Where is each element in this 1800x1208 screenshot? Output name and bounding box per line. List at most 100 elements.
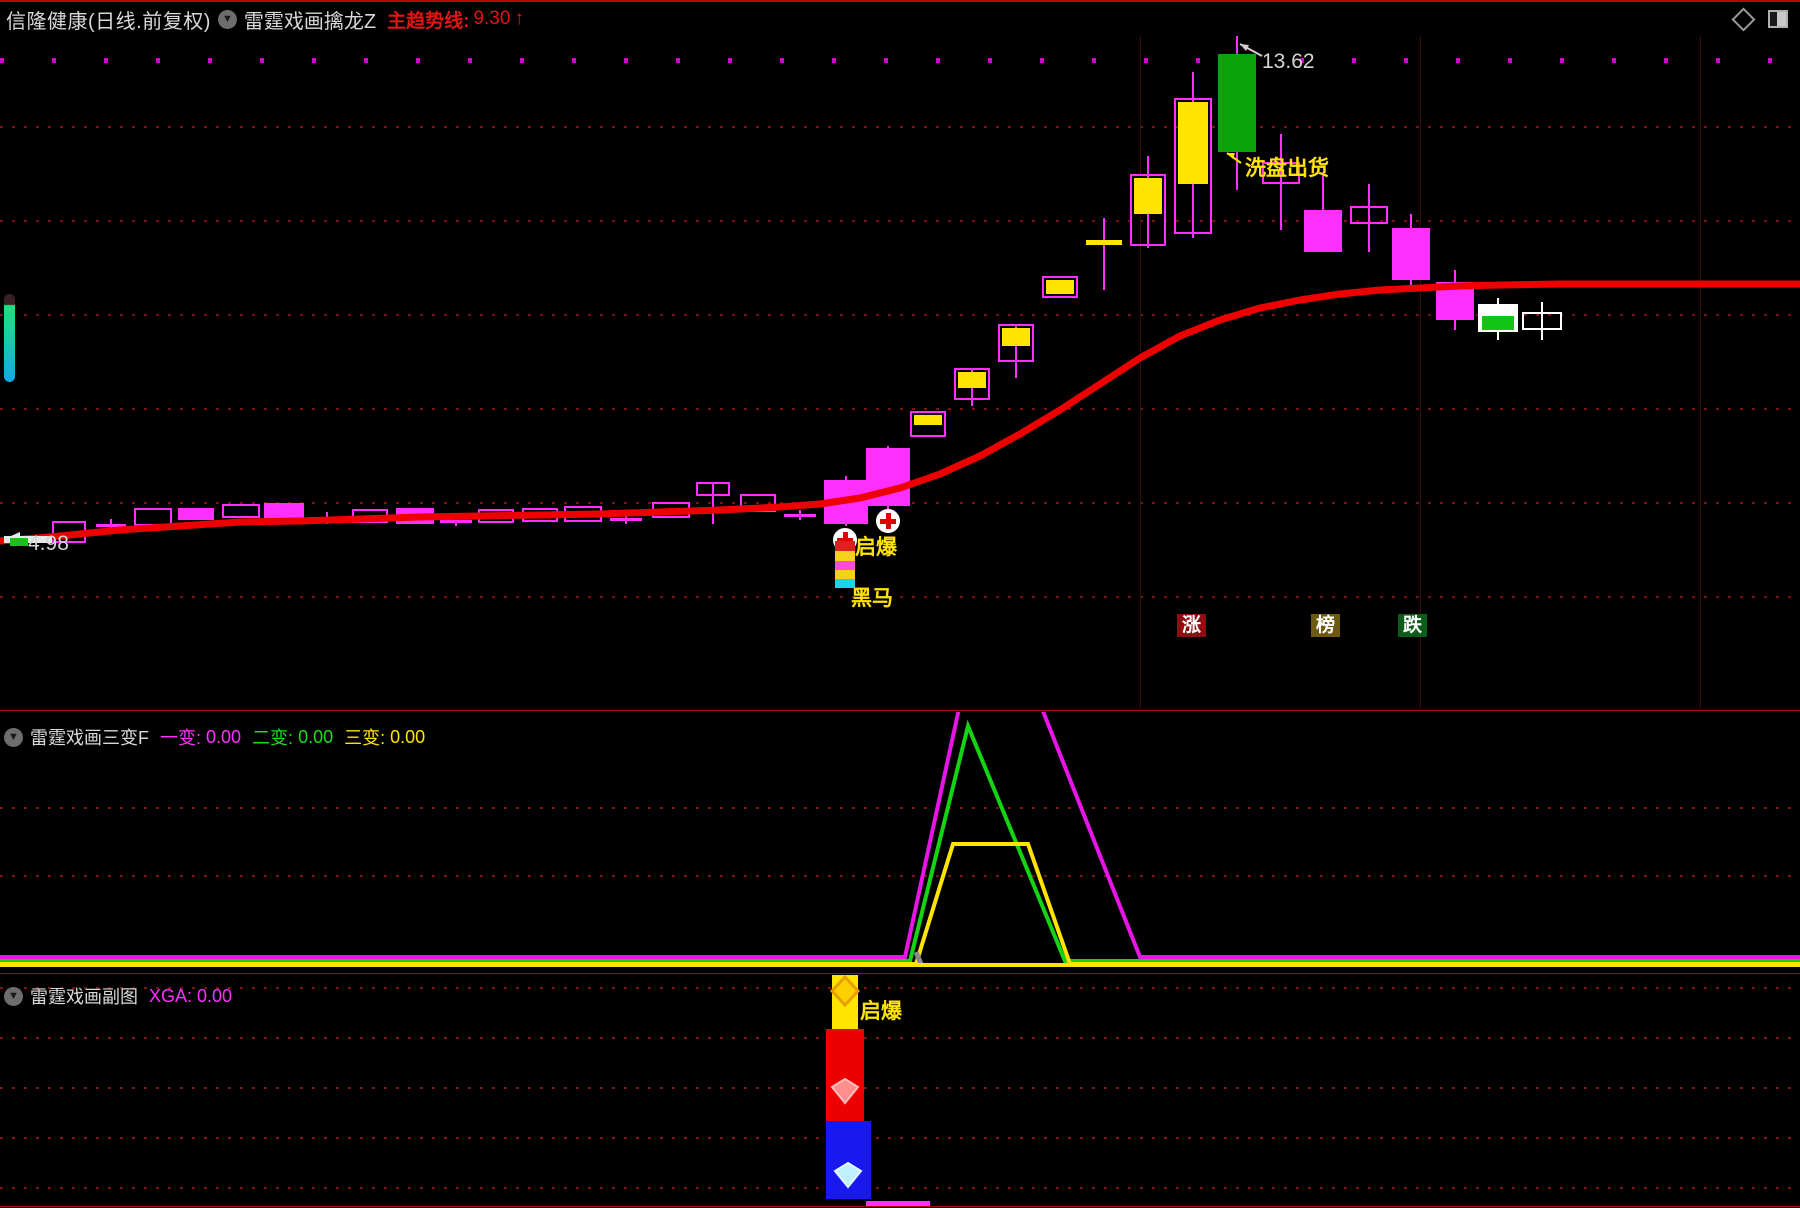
candle	[564, 506, 602, 522]
window-bottom-border	[0, 1206, 1800, 1207]
main-trend-line	[0, 280, 1800, 545]
gridline-vertical	[1140, 36, 1141, 708]
candle	[910, 411, 946, 437]
trend-arrow-icon: ↑	[514, 8, 524, 29]
chevron-down-icon[interactable]: ▼	[4, 727, 23, 747]
sub-panel-2-val-1: 0.00	[197, 985, 233, 1006]
candle	[1262, 134, 1300, 230]
candle	[1436, 270, 1474, 330]
indicator-name-label[interactable]: 雷霆戏画擒龙Z	[243, 10, 377, 33]
candle	[222, 504, 260, 518]
gridline-top-magenta	[0, 58, 1800, 63]
candle	[396, 508, 434, 524]
gridline	[0, 1087, 1800, 1089]
candle	[96, 519, 126, 531]
candle	[1392, 214, 1430, 286]
sub-panel-2-title[interactable]: 雷霆戏画副图	[30, 987, 138, 1007]
sub-panel-1-val-1: 0.00	[206, 726, 242, 747]
candle-high	[1218, 36, 1256, 190]
panel-divider	[0, 710, 1800, 711]
sub-panel-1-key-3: 三变:	[344, 728, 386, 748]
annotation-qibao: 启爆	[855, 536, 897, 559]
sub-panel-2-header: ▼ 雷霆戏画副图 XGA: 0.00	[4, 983, 232, 1009]
high-price-label: 13.62	[1262, 50, 1315, 73]
sprite-figure-icon	[835, 541, 855, 588]
diamond-icon[interactable]	[1731, 6, 1756, 32]
bar-segment-blue	[826, 1121, 871, 1199]
sub-panel-1-baseline	[0, 963, 1800, 967]
candle	[1350, 184, 1388, 252]
candle	[440, 516, 472, 526]
title-bar: 信隆健康(日线.前复权) ▼ 雷霆戏画擒龙Z 主趋势线: 9.30 ↑	[0, 0, 1800, 36]
chevron-down-icon[interactable]: ▼	[217, 9, 237, 29]
low-price-label: 4.98	[28, 532, 69, 555]
trend-line-label: 主趋势线:	[387, 10, 470, 32]
gridline	[0, 126, 1800, 128]
sub-panel-2-key-1: XGA:	[149, 985, 193, 1006]
candle	[784, 510, 816, 520]
stock-name-label: 信隆健康(日线.前复权)	[6, 10, 211, 33]
gridline	[0, 1037, 1800, 1039]
gridline	[0, 987, 1800, 989]
rank-tag-board[interactable]: 榜	[1311, 614, 1341, 637]
candle	[134, 508, 172, 526]
candle	[1130, 156, 1166, 248]
washout-arrow-icon	[1226, 152, 1242, 164]
candle	[740, 494, 776, 512]
buy-signal-marker[interactable]	[876, 509, 900, 533]
bottom-magenta-bar	[866, 1201, 930, 1207]
candle	[522, 508, 558, 522]
annotation-heima: 黑马	[851, 587, 893, 610]
candle	[1174, 72, 1212, 238]
gridline	[0, 1137, 1800, 1139]
sub-chart-sanbian	[0, 712, 1800, 966]
main-kline-panel[interactable]: 13.62 4.98 洗盘出货 启爆 黑马 涨 榜 跌	[0, 36, 1800, 708]
candle	[696, 482, 730, 524]
sub-panel-1-val-3: 0.00	[390, 726, 426, 747]
sub-panel-sanbian[interactable]: ▼ 雷霆戏画三变F 一变: 0.00 二变: 0.00 三变: 0.00	[0, 712, 1800, 980]
low-price-pointer	[4, 532, 52, 546]
gridline-vertical	[1700, 36, 1701, 708]
candle	[310, 512, 344, 524]
gridline	[0, 875, 1800, 877]
candle	[1086, 218, 1122, 290]
sub-panel-1-title[interactable]: 雷霆戏画三变F	[30, 728, 149, 748]
annotation-washout: 洗盘出货	[1245, 157, 1329, 180]
high-price-pointer	[1239, 43, 1263, 57]
left-scroll-indicator[interactable]	[4, 294, 15, 382]
candle-breakout	[866, 446, 910, 518]
sub-panel-1-key-2: 二变:	[252, 728, 294, 748]
rank-tag-down[interactable]: 跌	[1398, 614, 1428, 637]
candle	[610, 514, 642, 524]
gridline	[0, 220, 1800, 222]
candle	[954, 368, 990, 406]
gridline	[0, 1187, 1800, 1189]
bar-segment-red	[826, 1029, 864, 1121]
sub-panel-futu[interactable]: ▼ 雷霆戏画副图 XGA: 0.00 启爆	[0, 975, 1800, 1208]
candle	[178, 508, 214, 520]
candle	[652, 502, 690, 518]
gridline-vertical	[1420, 36, 1421, 708]
rank-tag-up[interactable]: 涨	[1177, 614, 1207, 637]
candle	[1304, 172, 1342, 252]
chevron-down-icon[interactable]: ▼	[4, 986, 23, 1006]
gridline	[0, 596, 1800, 598]
sub-panel-1-key-1: 一变:	[160, 728, 202, 748]
candle	[1042, 276, 1078, 308]
candle	[998, 324, 1034, 378]
gridline	[0, 807, 1800, 809]
bar-segment-yellow	[832, 975, 858, 1029]
candle-white-green	[1478, 298, 1518, 340]
trend-line-value: 9.30	[473, 8, 511, 29]
gridline	[0, 408, 1800, 410]
panel-icon[interactable]	[1768, 10, 1788, 28]
sub-panel-1-val-2: 0.00	[298, 726, 334, 747]
candle-white-hollow	[1522, 302, 1562, 340]
sub-panel-1-header: ▼ 雷霆戏画三变F 一变: 0.00 二变: 0.00 三变: 0.00	[4, 724, 425, 750]
candle	[478, 509, 514, 523]
candle	[264, 503, 304, 519]
sub-panel-2-marker-label: 启爆	[860, 1000, 902, 1023]
candle-breakout	[824, 476, 868, 526]
candle	[352, 509, 388, 523]
